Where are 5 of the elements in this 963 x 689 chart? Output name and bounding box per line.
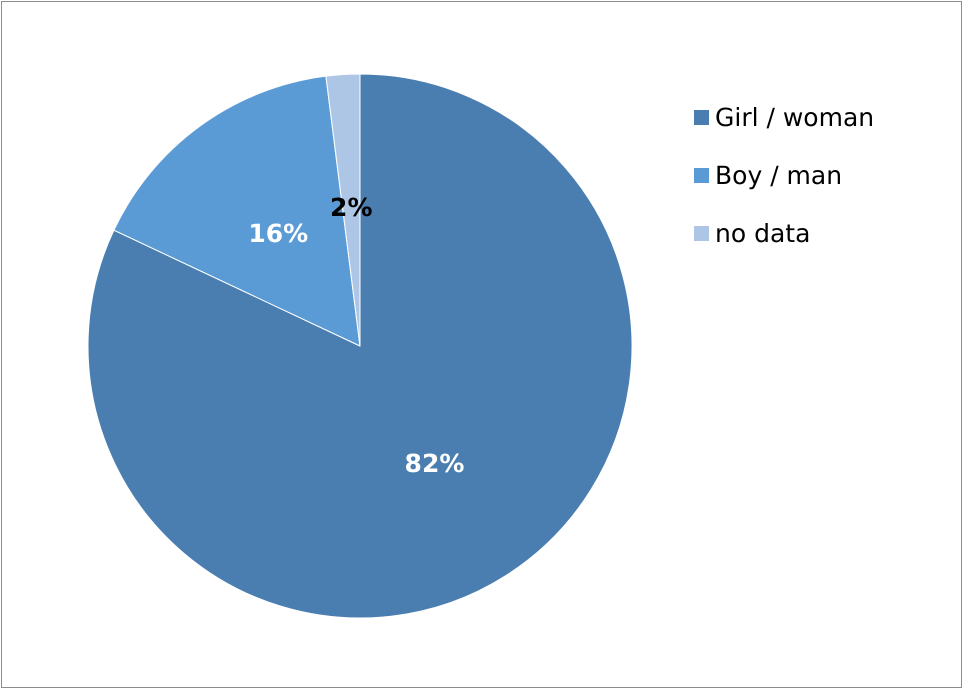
legend-label: Girl / woman	[715, 103, 874, 132]
data-label: 16%	[248, 219, 308, 248]
legend-label: Boy / man	[715, 161, 842, 190]
legend-label: no data	[715, 219, 810, 248]
data-label: 82%	[404, 448, 464, 478]
